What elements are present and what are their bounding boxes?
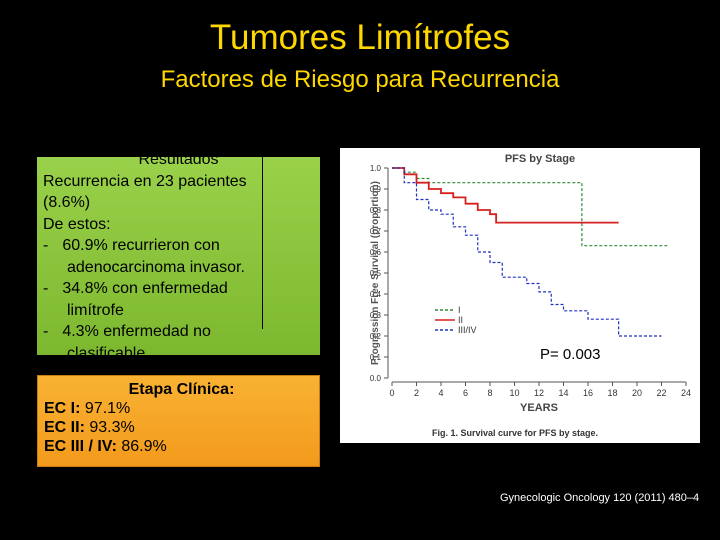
- bullet-mark: -: [43, 237, 49, 254]
- stage-value: 93.3%: [89, 419, 135, 436]
- x-tick-label: 0: [389, 388, 394, 398]
- bullet-text: 4.3% enfermedad no: [62, 323, 211, 340]
- y-tick-label: 0.8: [370, 206, 382, 215]
- bullet-text: adenocarcinoma invasor.: [67, 258, 245, 276]
- y-tick-label: 0.4: [370, 290, 382, 299]
- y-tick-label: 0.6: [370, 248, 382, 257]
- legend-label: II: [458, 315, 463, 325]
- stage-rows: EC I: 97.1% EC II: 93.3% EC III / IV: 86.9…: [44, 399, 319, 456]
- y-tick-label: 0.7: [370, 227, 382, 236]
- results-line: Recurrencia en 23 pacientes: [43, 172, 247, 190]
- survival-curve: [392, 167, 662, 337]
- figure: PFS by Stage 0.0 0.1 0.2 0.3 0.4 0.5 0.6 0.7 0.8 0…: [340, 148, 700, 443]
- legend-label: III/IV: [458, 325, 477, 335]
- y-tick-label: 1.0: [370, 164, 382, 173]
- stage-row: EC I: 97.1%: [44, 399, 319, 418]
- stage-row: EC II: 93.3%: [44, 418, 319, 437]
- x-tick-label: 22: [656, 388, 666, 398]
- x-tick-label: 12: [534, 388, 544, 398]
- bullet-mark: -: [43, 323, 49, 340]
- stage-row: EC III / IV: 86.9%: [44, 437, 319, 456]
- y-tick-label: 0.9: [370, 185, 382, 194]
- y-axis-label: Progression Free Survival (proportion): [370, 181, 381, 365]
- results-line: (8.6%): [43, 194, 91, 211]
- x-tick-label: 10: [509, 388, 519, 398]
- bullet-text: 60.9% recurrieron con: [62, 237, 220, 254]
- x-tick-label: 8: [487, 388, 492, 398]
- bullet-item: -4.3% enfermedad no: [37, 321, 320, 343]
- y-tick-label: 0.5: [370, 269, 382, 278]
- bullet-mark: -: [43, 280, 49, 297]
- p-value: P= 0.003: [540, 346, 600, 363]
- stage-value: 97.1%: [84, 400, 131, 417]
- results-heading: Resultados: [138, 157, 219, 168]
- bullet-item: -34.8% con enfermedad: [37, 278, 320, 300]
- divider: [262, 157, 263, 329]
- legend-label: I: [458, 305, 461, 315]
- y-tick-label: 0.1: [370, 353, 382, 362]
- x-tick-label: 24: [681, 388, 691, 398]
- survival-curve: [392, 167, 668, 247]
- stage-box: Etapa Clínica: EC I: 97.1% EC II: 93.3% EC…: [37, 375, 320, 467]
- y-tick-label: 0.0: [370, 374, 382, 383]
- x-axis-label: YEARS: [520, 402, 558, 414]
- bullet-text: limítrofe: [67, 301, 124, 319]
- y-tick-label: 0.3: [370, 311, 382, 320]
- slide-subtitle: Factores de Riesgo para Recurrencia: [160, 66, 560, 93]
- citation: Gynecologic Oncology 120 (2011) 480–4: [500, 492, 700, 504]
- x-tick-label: 20: [632, 388, 642, 398]
- stage-value: 86.9%: [121, 438, 167, 455]
- slide-title: Tumores Limítrofes: [209, 18, 511, 57]
- x-tick-label: 6: [463, 388, 468, 398]
- x-tick-label: 4: [438, 388, 443, 398]
- bullet-item: -60.9% recurrieron con: [37, 235, 320, 257]
- bullet-list: -60.9% recurrieron con adenocarcinoma inv…: [37, 235, 320, 355]
- x-tick-label: 16: [583, 388, 593, 398]
- figure-title: PFS by Stage: [505, 153, 575, 165]
- bullet-text: 34.8% con enfermedad: [62, 280, 228, 297]
- figure-background: [340, 148, 700, 443]
- x-tick-label: 2: [414, 388, 419, 398]
- survival-curve: [392, 167, 619, 224]
- stage-heading: Etapa Clínica:: [128, 381, 235, 398]
- results-box: Resultados Recurrencia en 23 pacientes (…: [37, 157, 320, 355]
- x-tick-label: 14: [558, 388, 568, 398]
- y-tick-label: 0.2: [370, 332, 382, 341]
- x-tick-label: 18: [607, 388, 617, 398]
- figure-caption: Fig. 1. Survival curve for PFS by stage.: [432, 428, 598, 438]
- stage-label: EC II:: [44, 419, 85, 436]
- bullet-text: clasificable: [67, 344, 146, 356]
- stage-label: EC III / IV:: [44, 438, 117, 455]
- stage-label: EC I:: [44, 400, 81, 417]
- results-line: De estos:: [43, 215, 111, 233]
